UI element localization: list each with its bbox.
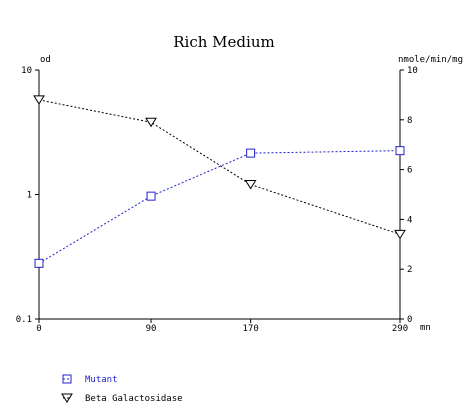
series-line-beta-galactosidase xyxy=(38,99,401,235)
legend-marker-mutant xyxy=(62,374,72,384)
legend-label-beta-galactosidase: Beta Galactosidase xyxy=(85,394,183,404)
y-right-ticks: 10 8 6 4 2 0 xyxy=(400,66,418,325)
x-tick-label: 90 xyxy=(146,324,157,334)
data-point-beta-galactosidase xyxy=(394,229,406,240)
y-left-tick-label: 10 xyxy=(21,66,32,76)
y-right-tick-label: 2 xyxy=(407,265,412,275)
data-point-mutant xyxy=(146,191,156,201)
series-line-mutant xyxy=(38,150,401,264)
data-point-mutant xyxy=(395,146,405,156)
data-point-beta-galactosidase xyxy=(145,117,157,128)
y-left-tick-label: 1 xyxy=(27,191,32,201)
y-right-label: nmole/min/mg xyxy=(398,55,463,65)
legend: Mutant Beta Galactosidase xyxy=(61,374,183,404)
y-left-label: od xyxy=(40,55,51,65)
y-right-tick-label: 6 xyxy=(407,166,412,176)
legend-item-mutant: Mutant xyxy=(62,374,118,385)
y-right-tick-label: 0 xyxy=(407,315,412,325)
x-axis-label: mn xyxy=(420,323,431,333)
data-point-beta-galactosidase xyxy=(33,95,45,105)
legend-marker-beta-galactosidase xyxy=(61,393,73,403)
chart-title: Rich Medium xyxy=(173,33,274,51)
data-point-mutant xyxy=(246,148,256,158)
y-left-ticks: 10 1 0.1 xyxy=(16,66,39,325)
legend-label-mutant: Mutant xyxy=(85,375,118,385)
y-right-tick-label: 8 xyxy=(407,116,412,126)
x-tick-label: 170 xyxy=(242,324,258,334)
y-right-tick-label: 10 xyxy=(407,66,418,76)
x-ticks: 0 90 170 290 xyxy=(36,319,408,334)
series-layer xyxy=(33,95,406,268)
x-tick-label: 0 xyxy=(36,324,41,334)
y-left-tick-label: 0.1 xyxy=(16,315,32,325)
legend-item-beta-galactosidase: Beta Galactosidase xyxy=(61,393,183,404)
y-right-tick-label: 4 xyxy=(407,215,412,225)
data-point-beta-galactosidase xyxy=(244,180,257,190)
data-point-mutant xyxy=(34,258,44,268)
x-tick-label: 290 xyxy=(392,324,408,334)
